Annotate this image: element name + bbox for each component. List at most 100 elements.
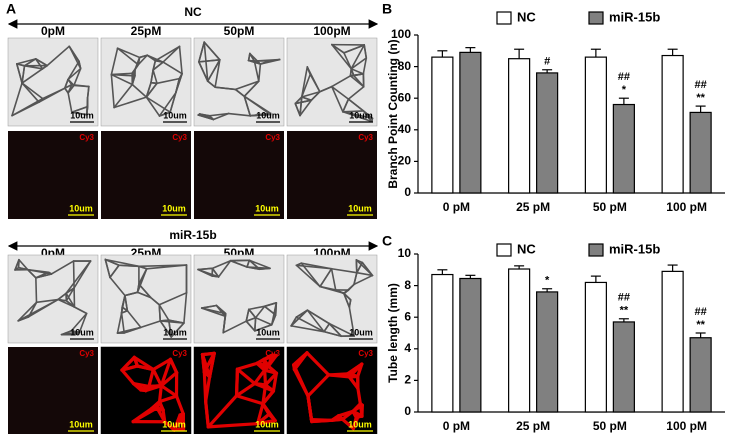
vessel (347, 375, 360, 390)
vessel (222, 315, 226, 334)
image-bg (8, 347, 98, 434)
vessel (299, 99, 313, 117)
vessel (292, 367, 310, 398)
vessel (152, 69, 158, 85)
condition-label: 100pM (313, 24, 350, 38)
vessel (113, 96, 148, 109)
vessel (198, 41, 206, 63)
vessel (151, 367, 163, 388)
channel-label: Cy3 (172, 349, 187, 358)
vessel (174, 394, 185, 416)
vessel (70, 312, 88, 332)
y-tick-label: 4 (404, 341, 411, 355)
vessel (203, 41, 221, 61)
vessel (35, 273, 53, 279)
vessel (358, 402, 364, 418)
vessel (158, 303, 162, 322)
y-tick-label: 40 (398, 122, 412, 136)
y-tick-label: 0 (404, 185, 411, 199)
vessel (254, 323, 273, 332)
scale-bar-label: 10um (256, 110, 280, 120)
vessel (243, 95, 252, 117)
vessel (178, 45, 183, 75)
bar (508, 58, 531, 194)
vessel (146, 54, 164, 63)
vessel (200, 307, 226, 317)
vessel (145, 82, 158, 98)
bright-field-image: 10um (100, 254, 192, 344)
vessel (149, 296, 161, 306)
vessel (254, 305, 266, 319)
vessel (73, 67, 82, 87)
bright-field-image: 10um (193, 254, 285, 344)
vessel (150, 81, 158, 85)
vessel (50, 260, 75, 275)
vessel (120, 312, 126, 334)
vessel (269, 58, 281, 62)
vessel (206, 394, 239, 429)
y-tick-label: 20 (398, 154, 412, 168)
vessel (249, 52, 256, 62)
vessel (330, 75, 352, 88)
channel-label: Cy3 (358, 133, 373, 142)
vessel (256, 402, 265, 426)
vessel (263, 302, 278, 308)
condition-label: 50pM (224, 24, 255, 38)
legend-swatch (588, 243, 604, 257)
vessel (156, 77, 181, 85)
vessel (110, 73, 134, 86)
vessel (124, 294, 129, 312)
vessel (131, 381, 143, 392)
vessel (78, 312, 88, 334)
vessel (206, 422, 260, 429)
vessel (243, 80, 260, 98)
vessel (65, 292, 76, 308)
vessel (347, 98, 365, 112)
scale-bar-label: 10um (349, 327, 373, 337)
vessel (235, 361, 259, 371)
bar (536, 72, 559, 194)
scale-bar-label: 10um (162, 419, 186, 429)
significance-label: ## (695, 306, 707, 318)
vessel (306, 309, 331, 325)
image-bg (287, 131, 377, 219)
vessel (330, 417, 345, 422)
scale-bar-label: 10um (70, 110, 94, 120)
vessel (222, 320, 248, 334)
significance-label: ** (620, 305, 629, 317)
legend-label: NC (517, 241, 536, 256)
x-tick-label: 0 pM (443, 200, 470, 214)
scale-bar-label: 10um (69, 203, 93, 213)
vessel (295, 316, 325, 333)
fluorescence-image: Cy3 10um (194, 131, 284, 219)
vessel (340, 409, 355, 421)
vessel (17, 298, 59, 322)
vessel (295, 264, 321, 288)
scale-bar-label: 10um (348, 203, 372, 213)
vessel (154, 45, 181, 62)
vessel (214, 59, 221, 88)
vessel (257, 63, 262, 82)
scale-bar-label: 10um (70, 327, 94, 337)
channel-label: Cy3 (172, 133, 187, 142)
bright-field-image: 10um (193, 37, 285, 127)
channel-label: Cy3 (79, 133, 94, 142)
vessel (294, 96, 303, 105)
vessel (157, 384, 163, 404)
vessel (351, 409, 364, 418)
vessel (170, 322, 185, 338)
vessel (328, 322, 355, 337)
vessel (330, 267, 337, 291)
vessel (68, 45, 82, 70)
significance-label: * (545, 275, 550, 287)
vessel (234, 80, 260, 91)
vessel (109, 276, 126, 297)
scale-bar-label: 10um (69, 419, 93, 429)
bar (661, 270, 684, 413)
vessel (253, 381, 268, 387)
vessel (65, 260, 92, 295)
vessel (245, 316, 257, 322)
vessel (110, 73, 136, 77)
vessel (253, 60, 260, 82)
bright-field-image: 10um (286, 254, 378, 344)
